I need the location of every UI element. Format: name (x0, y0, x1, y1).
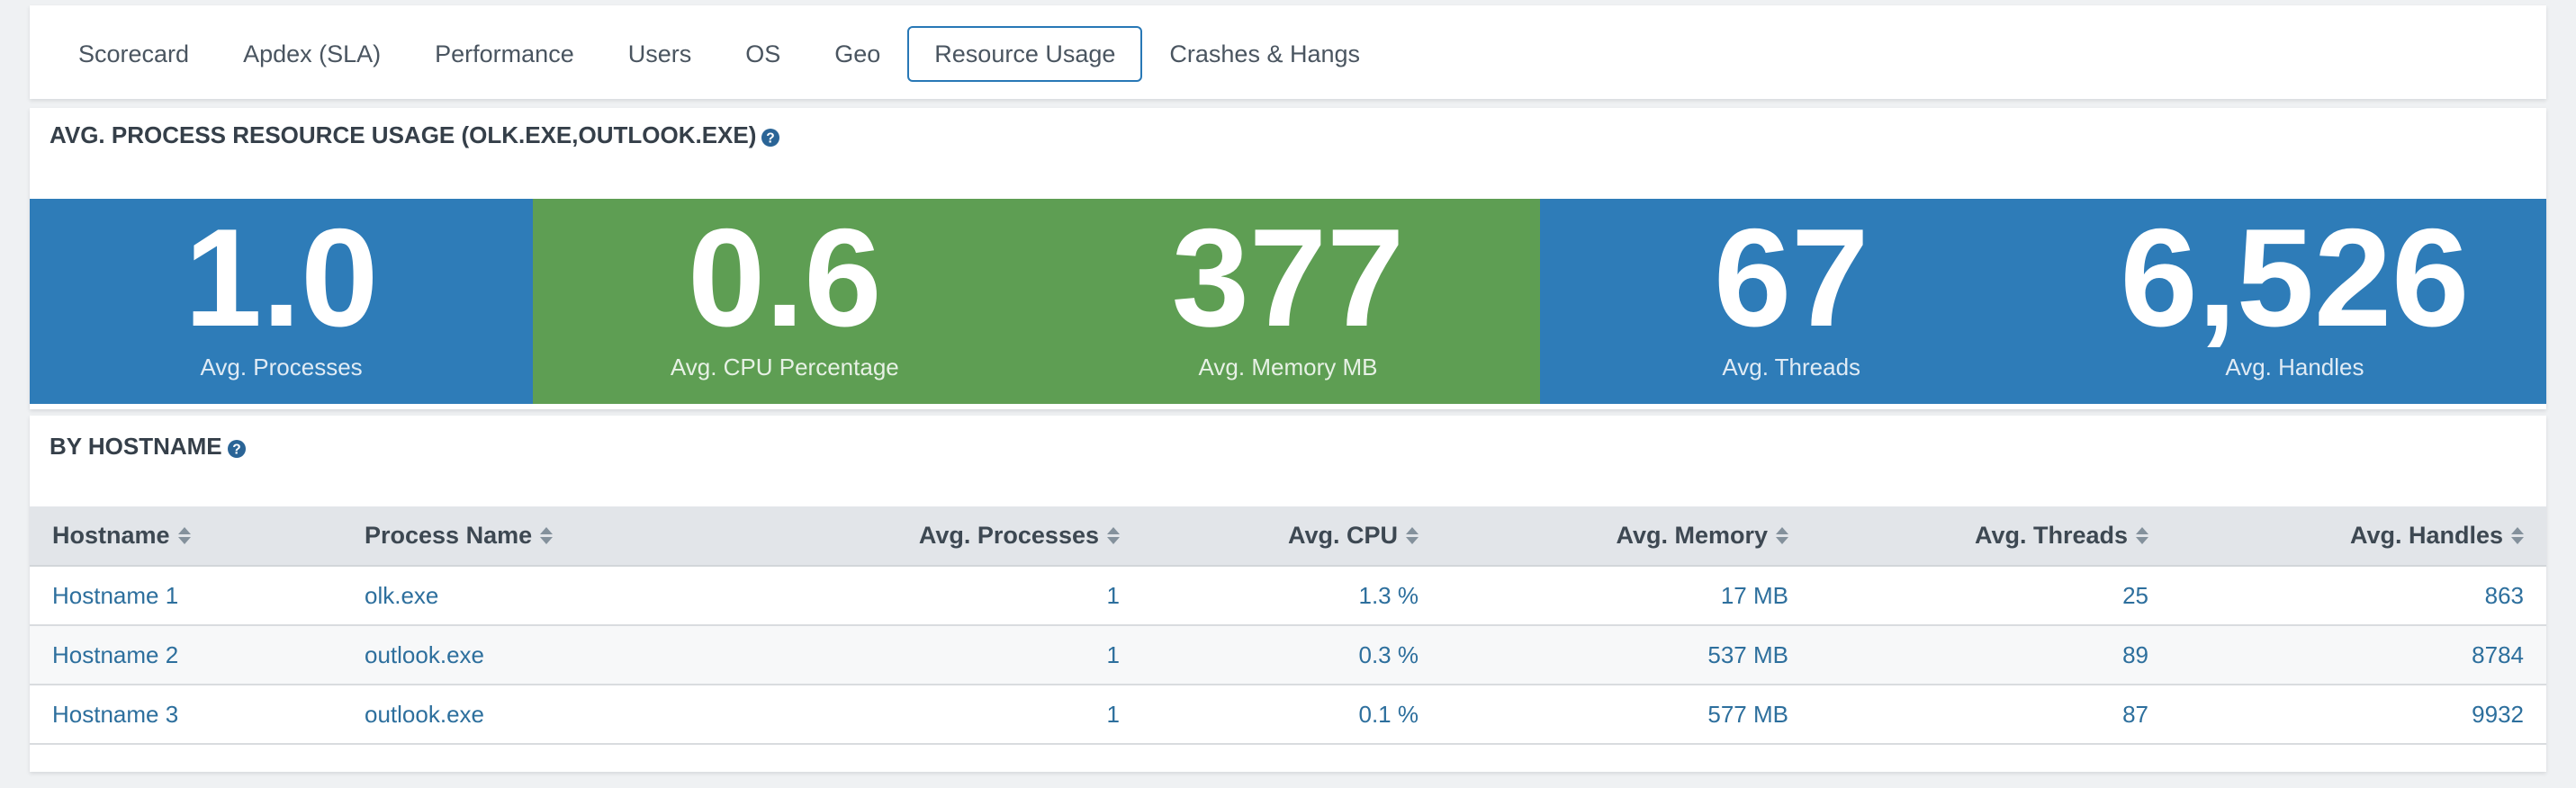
svg-text:?: ? (767, 131, 775, 147)
svg-text:?: ? (232, 443, 240, 458)
